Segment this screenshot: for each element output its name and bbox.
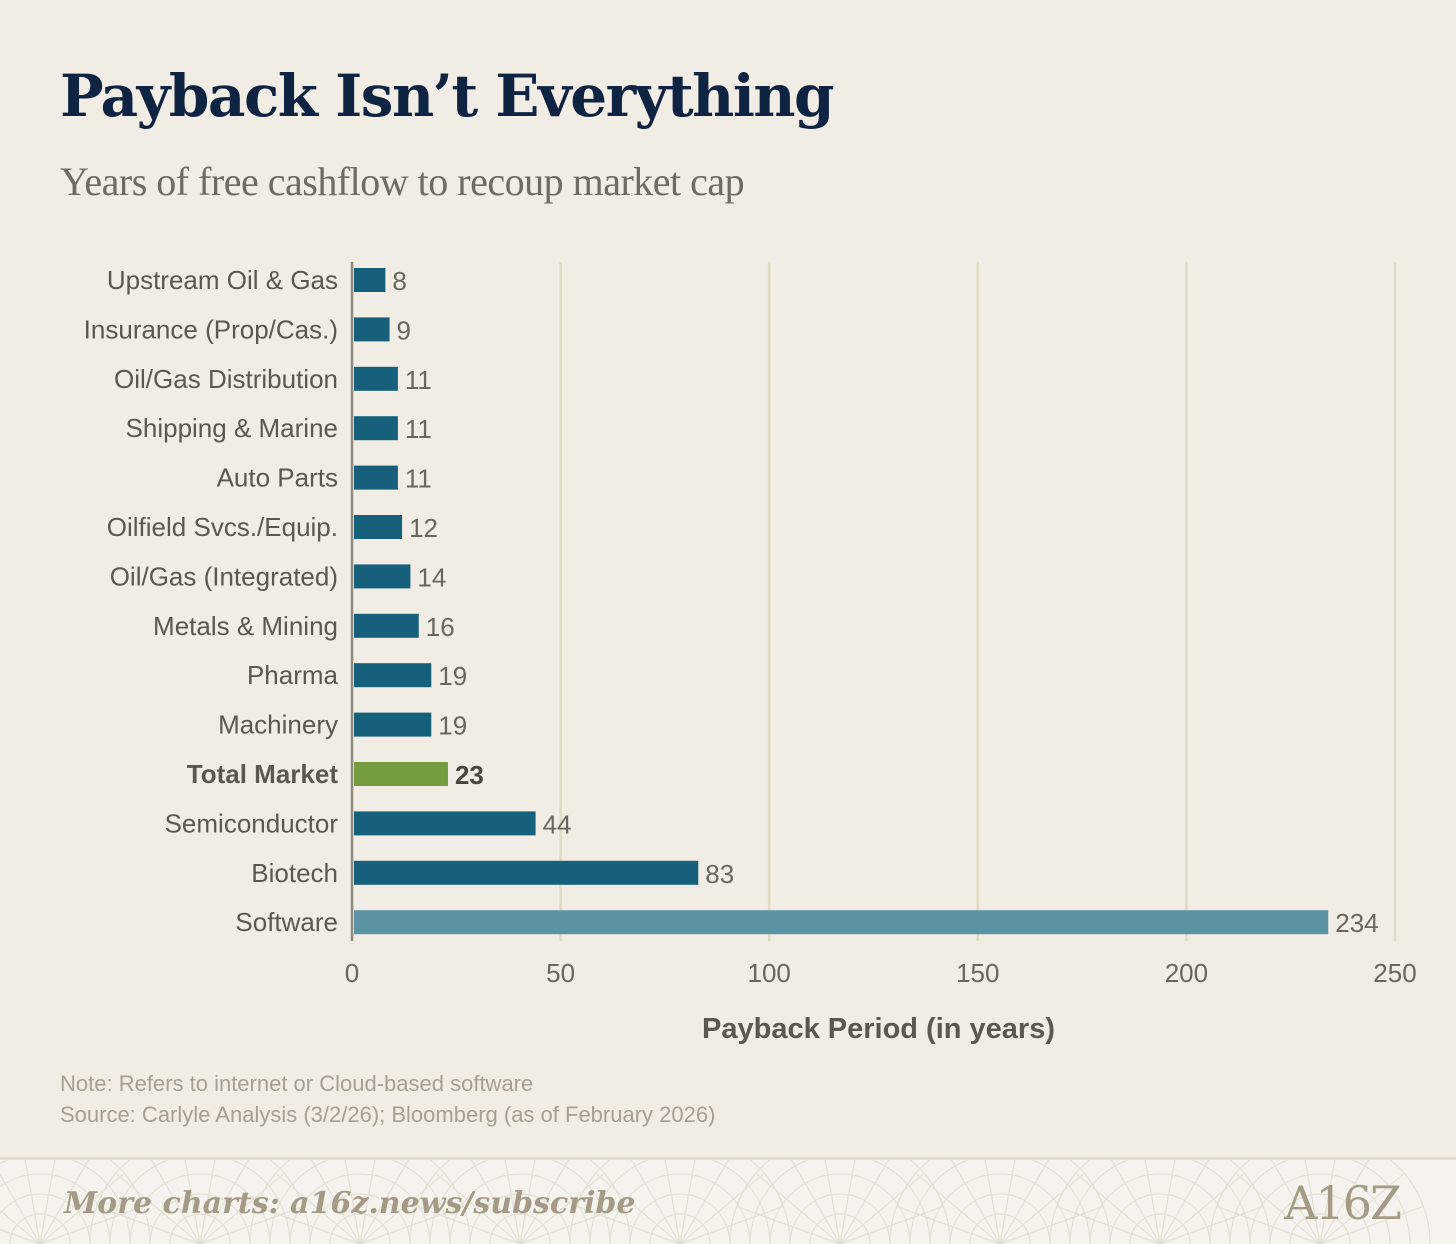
- bar-machinery: [354, 712, 432, 737]
- value-label: 11: [405, 365, 432, 395]
- value-label: 19: [438, 711, 467, 741]
- bar-auto-parts: [354, 465, 398, 490]
- category-label: Total Market: [187, 759, 339, 789]
- category-label: Auto Parts: [217, 463, 338, 493]
- bar-software: [354, 910, 1329, 935]
- value-label: 14: [417, 562, 446, 592]
- value-label: 12: [409, 513, 438, 543]
- footer-bar: More charts: a16z.news/subscribe A16Z: [0, 1157, 1456, 1244]
- x-tick-label: 0: [345, 958, 359, 988]
- x-tick-label: 250: [1373, 958, 1416, 988]
- bar-oil-gas-distribution: [354, 366, 398, 391]
- bar-insurance-prop-cas-: [354, 317, 390, 342]
- value-label: 83: [705, 859, 734, 889]
- x-tick-label: 150: [956, 958, 999, 988]
- note-text: Note: Refers to internet or Cloud-based …: [60, 1071, 534, 1096]
- chart-subtitle: Years of free cashflow to recoup market …: [60, 159, 745, 204]
- footer-pattern-decoration: [0, 1160, 1431, 1244]
- category-label: Shipping & Marine: [126, 413, 338, 443]
- category-label: Upstream Oil & Gas: [107, 265, 338, 295]
- value-label: 23: [455, 760, 484, 790]
- category-label: Pharma: [247, 660, 339, 690]
- bar-pharma: [354, 663, 432, 688]
- x-tick-label: 100: [748, 958, 791, 988]
- a16z-logo: A16Z: [1284, 1176, 1402, 1230]
- value-label: 8: [392, 266, 406, 296]
- bar-shipping-marine: [354, 416, 398, 441]
- bar-chart: Upstream Oil & Gas 8 Insurance (Prop/Cas.)…: [84, 262, 1417, 1045]
- bar-semiconductor: [354, 811, 536, 836]
- category-label: Metals & Mining: [153, 611, 338, 641]
- x-tick-label: 50: [546, 958, 575, 988]
- category-label: Oilfield Svcs./Equip.: [107, 512, 338, 542]
- x-tick-label: 200: [1165, 958, 1208, 988]
- bar-total-market: [354, 762, 448, 786]
- value-label: 234: [1335, 908, 1378, 938]
- category-label: Semiconductor: [165, 808, 339, 838]
- bar-biotech: [354, 860, 699, 885]
- chart-title: Payback Isn’t Everything: [60, 62, 835, 130]
- bar-upstream-oil-gas: [354, 268, 386, 292]
- value-label: 11: [405, 414, 432, 444]
- category-label: Machinery: [218, 710, 338, 740]
- value-label: 11: [405, 464, 432, 494]
- value-label: 9: [397, 315, 411, 345]
- subscribe-link[interactable]: More charts: a16z.news/subscribe: [64, 1186, 636, 1221]
- category-label: Oil/Gas (Integrated): [110, 561, 338, 591]
- value-label: 16: [426, 612, 455, 642]
- category-label: Biotech: [251, 858, 338, 888]
- category-label: Oil/Gas Distribution: [114, 364, 338, 394]
- bar-metals-mining: [354, 613, 419, 638]
- x-axis-title: Payback Period (in years): [702, 1013, 1055, 1045]
- value-label: 19: [438, 661, 467, 691]
- category-label: Software: [235, 907, 338, 937]
- chart-notes: Note: Refers to internet or Cloud-based …: [60, 1068, 715, 1130]
- bar-oil-gas-integrated-: [354, 564, 411, 589]
- value-label: 44: [543, 809, 572, 839]
- bar-oilfield-svcs-equip-: [354, 515, 403, 539]
- source-text: Source: Carlyle Analysis (3/2/26); Bloom…: [60, 1102, 716, 1127]
- category-label: Insurance (Prop/Cas.): [84, 314, 338, 344]
